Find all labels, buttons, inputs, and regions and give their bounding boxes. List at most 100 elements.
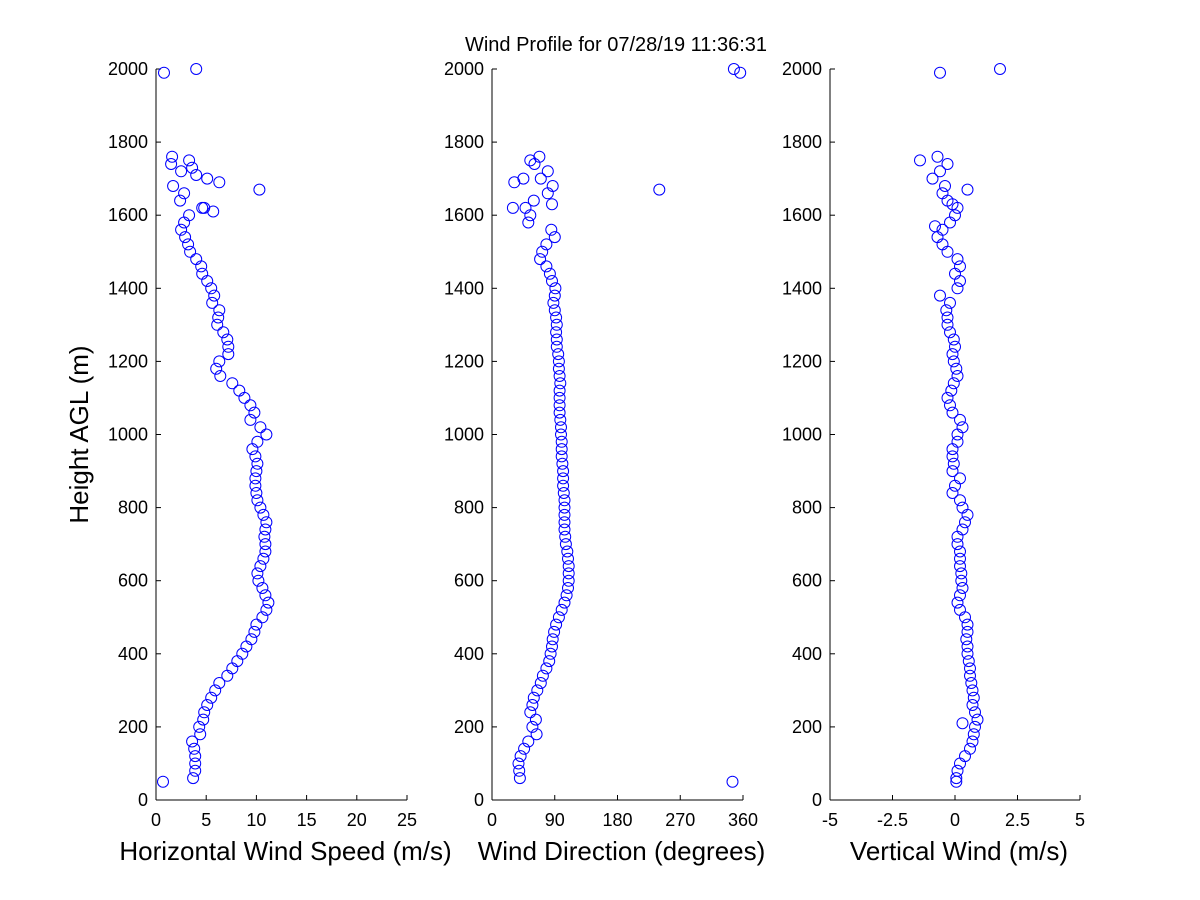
y-tick-label: 0 bbox=[812, 790, 822, 810]
data-point bbox=[557, 479, 570, 492]
data-point bbox=[553, 406, 566, 419]
data-point bbox=[558, 508, 571, 521]
data-point bbox=[950, 362, 963, 375]
y-tick-label: 1800 bbox=[108, 132, 148, 152]
data-point bbox=[184, 245, 197, 258]
data-point bbox=[196, 201, 209, 214]
data-point bbox=[954, 472, 966, 485]
data-point bbox=[550, 311, 563, 324]
data-point bbox=[213, 677, 226, 689]
y-axis-label: Height AGL (m) bbox=[64, 345, 94, 523]
data-point bbox=[951, 596, 964, 609]
data-point bbox=[547, 296, 560, 309]
data-point bbox=[555, 435, 568, 448]
data-point bbox=[259, 589, 272, 602]
data-point bbox=[541, 165, 554, 178]
data-point bbox=[524, 154, 537, 167]
data-point bbox=[954, 560, 966, 573]
data-point bbox=[946, 465, 959, 478]
data-point bbox=[969, 706, 981, 719]
data-point bbox=[222, 348, 235, 361]
data-point bbox=[559, 538, 572, 551]
data-point bbox=[190, 169, 203, 181]
x-tick-label: 15 bbox=[297, 810, 317, 830]
x-axis-label: Wind Direction (degrees) bbox=[478, 836, 766, 866]
data-point bbox=[208, 289, 221, 302]
data-point bbox=[562, 560, 575, 573]
data-point bbox=[183, 154, 196, 167]
data-point bbox=[939, 180, 951, 192]
x-tick-label: 0 bbox=[151, 810, 161, 830]
data-point bbox=[562, 567, 575, 580]
data-point bbox=[175, 223, 188, 236]
data-point bbox=[946, 406, 959, 419]
data-point bbox=[189, 764, 202, 777]
data-point bbox=[201, 172, 214, 185]
data-point bbox=[558, 501, 571, 514]
data-point bbox=[947, 457, 960, 470]
data-point bbox=[182, 238, 195, 251]
data-point bbox=[561, 545, 574, 558]
x-tick-label: 0 bbox=[487, 810, 497, 830]
data-point bbox=[522, 735, 535, 748]
data-point bbox=[954, 494, 966, 507]
data-point bbox=[530, 728, 543, 741]
data-point bbox=[262, 596, 275, 609]
data-point bbox=[548, 289, 561, 302]
y-tick-label: 200 bbox=[118, 717, 148, 737]
data-point bbox=[251, 494, 264, 507]
data-point bbox=[941, 318, 954, 331]
data-point bbox=[960, 633, 973, 646]
data-point bbox=[553, 384, 566, 397]
data-point bbox=[211, 318, 224, 331]
data-point bbox=[562, 582, 574, 594]
data-point bbox=[251, 435, 264, 448]
data-point bbox=[961, 183, 974, 196]
data-point bbox=[954, 413, 966, 426]
x-tick-label: 2.5 bbox=[1005, 810, 1030, 830]
data-point bbox=[955, 567, 968, 580]
data-point bbox=[964, 742, 976, 755]
data-point bbox=[557, 465, 570, 478]
data-point bbox=[553, 399, 566, 412]
data-point bbox=[213, 355, 226, 368]
data-point bbox=[548, 231, 561, 244]
data-point bbox=[534, 253, 547, 266]
y-tick-label: 2000 bbox=[108, 59, 148, 79]
data-point bbox=[951, 538, 964, 551]
y-tick-label: 1400 bbox=[108, 278, 148, 298]
y-tick-label: 1000 bbox=[444, 425, 484, 445]
data-point bbox=[944, 296, 956, 309]
data-point bbox=[244, 413, 257, 426]
data-point bbox=[956, 582, 969, 594]
data-point bbox=[956, 523, 969, 536]
data-point bbox=[244, 399, 257, 412]
data-point bbox=[941, 311, 954, 324]
data-point bbox=[555, 603, 568, 616]
data-point bbox=[548, 625, 561, 638]
y-tick-label: 400 bbox=[792, 644, 822, 664]
data-point bbox=[536, 669, 549, 682]
y-tick-label: 1600 bbox=[444, 205, 484, 225]
data-point bbox=[560, 589, 573, 602]
data-point bbox=[174, 194, 187, 207]
y-tick-label: 1000 bbox=[108, 425, 148, 445]
data-point bbox=[934, 289, 946, 302]
data-point bbox=[250, 618, 263, 631]
data-point bbox=[969, 720, 981, 733]
data-point bbox=[966, 699, 979, 711]
y-tick-label: 1200 bbox=[108, 351, 148, 371]
data-point bbox=[947, 377, 960, 390]
data-point bbox=[254, 560, 267, 573]
x-tick-label: 90 bbox=[545, 810, 565, 830]
data-point bbox=[550, 326, 563, 339]
data-point bbox=[555, 428, 567, 441]
data-point bbox=[251, 457, 264, 470]
y-tick-label: 1200 bbox=[782, 351, 822, 371]
data-point bbox=[524, 706, 537, 719]
data-point bbox=[256, 582, 269, 594]
data-point bbox=[526, 720, 539, 733]
y-tick-label: 2000 bbox=[444, 59, 484, 79]
x-tick-label: 10 bbox=[246, 810, 266, 830]
